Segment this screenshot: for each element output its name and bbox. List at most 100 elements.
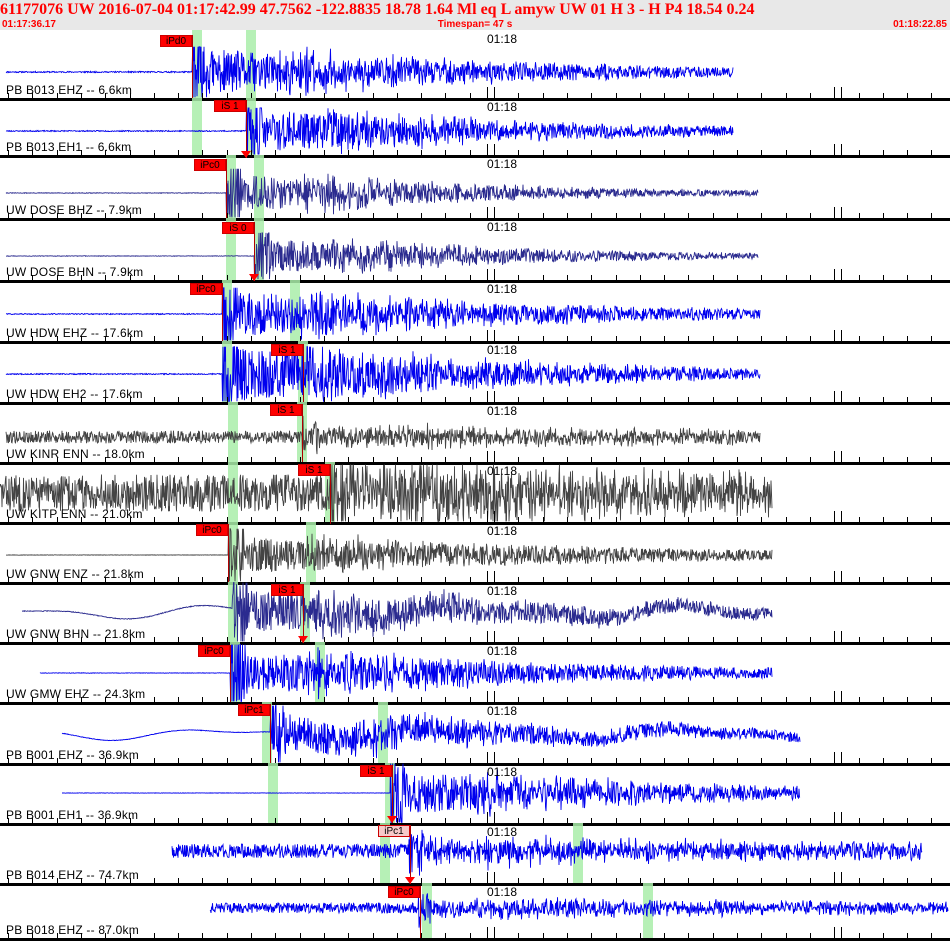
minute-gridline xyxy=(487,269,488,283)
minor-tick xyxy=(373,758,374,766)
minor-tick xyxy=(761,697,762,705)
trace-row[interactable] xyxy=(0,642,950,702)
minor-tick xyxy=(154,213,155,221)
minor-tick xyxy=(445,637,446,645)
phase-pick-label[interactable]: iPc1 xyxy=(238,704,270,716)
minor-tick xyxy=(105,517,106,525)
minor-tick xyxy=(348,336,349,344)
phase-pick-line xyxy=(246,100,247,158)
minor-tick xyxy=(688,517,689,525)
minor-tick xyxy=(57,336,58,344)
minor-tick xyxy=(713,878,714,886)
minor-tick xyxy=(907,577,908,585)
coincidence-band xyxy=(192,30,202,98)
phase-pick-label[interactable]: iPd0 xyxy=(160,35,192,47)
minor-tick xyxy=(761,150,762,158)
minor-tick xyxy=(786,878,787,886)
trace-row[interactable] xyxy=(0,218,950,280)
trace-row[interactable] xyxy=(0,280,950,341)
minor-tick xyxy=(810,457,811,465)
time-axis xyxy=(0,402,950,405)
minor-tick xyxy=(227,637,228,645)
phase-pick-label[interactable]: iS 1 xyxy=(298,464,330,476)
minor-tick xyxy=(445,517,446,525)
minor-tick xyxy=(130,275,131,283)
trace-row[interactable] xyxy=(0,883,950,938)
phase-pick-label[interactable]: iPc0 xyxy=(194,159,226,171)
trace-panel[interactable]: PB B013 EHZ -- 6.6km 01:18 PB B013 EH1 -- … xyxy=(0,30,950,941)
phase-pick-label[interactable]: iS 1 xyxy=(271,584,303,596)
minute-gridline xyxy=(841,812,842,826)
minor-tick xyxy=(154,150,155,158)
phase-pick-label[interactable]: iPc0 xyxy=(388,886,420,898)
phase-pick-label[interactable]: iPc0 xyxy=(190,283,222,295)
minor-tick xyxy=(373,517,374,525)
trace-row[interactable] xyxy=(0,155,950,218)
minor-tick xyxy=(664,150,665,158)
time-axis xyxy=(0,341,950,344)
minor-tick xyxy=(300,93,301,101)
minor-tick xyxy=(931,933,932,941)
phase-pick-label[interactable]: iS 1 xyxy=(270,404,302,416)
time-axis xyxy=(0,582,950,585)
minor-tick xyxy=(202,517,203,525)
minor-tick xyxy=(397,758,398,766)
phase-pick-label[interactable]: iPc0 xyxy=(198,645,230,657)
phase-pick-label[interactable]: iS 1 xyxy=(271,344,303,356)
minor-tick xyxy=(470,397,471,405)
waveform xyxy=(6,232,759,280)
event-summary-line: 61177076 UW 2016-07-04 01:17:42.99 47.75… xyxy=(0,1,755,18)
phase-pick-line xyxy=(392,765,393,823)
major-tick xyxy=(494,927,495,941)
minor-tick xyxy=(713,758,714,766)
phase-pick-label[interactable]: iS 1 xyxy=(360,765,392,777)
phase-pick-label[interactable]: iPc0 xyxy=(196,524,228,536)
minor-tick xyxy=(518,758,519,766)
phase-pick-label[interactable]: iS 0 xyxy=(222,222,254,234)
trace-row[interactable] xyxy=(0,823,950,883)
minor-tick xyxy=(786,397,787,405)
coincidence-band xyxy=(378,702,388,763)
minor-tick xyxy=(543,150,544,158)
trace-row[interactable] xyxy=(0,30,950,98)
minor-tick xyxy=(518,637,519,645)
minor-tick xyxy=(397,577,398,585)
minor-tick xyxy=(616,213,617,221)
minor-tick xyxy=(202,275,203,283)
minor-tick xyxy=(81,697,82,705)
minor-tick xyxy=(32,397,33,405)
minor-tick xyxy=(931,397,932,405)
minor-tick xyxy=(640,397,641,405)
minor-tick xyxy=(883,457,884,465)
time-axis-label: 01:18 xyxy=(487,157,518,171)
minor-tick xyxy=(324,637,325,645)
minor-tick xyxy=(591,878,592,886)
minor-tick xyxy=(786,93,787,101)
trace-row[interactable] xyxy=(0,582,950,642)
minor-tick xyxy=(397,457,398,465)
minute-gridline xyxy=(487,631,488,645)
minor-tick xyxy=(397,637,398,645)
trace-row[interactable] xyxy=(0,522,950,582)
minor-tick xyxy=(445,275,446,283)
minor-tick xyxy=(324,213,325,221)
minor-tick xyxy=(154,336,155,344)
minor-tick xyxy=(57,878,58,886)
trace-row[interactable] xyxy=(0,763,950,823)
phase-pick-label[interactable]: iS 1 xyxy=(214,100,246,112)
phase-pick-label[interactable]: iPc1 xyxy=(378,825,410,837)
trace-row[interactable] xyxy=(0,98,950,155)
minor-tick xyxy=(202,397,203,405)
minor-tick xyxy=(518,457,519,465)
minor-tick xyxy=(445,758,446,766)
minor-tick xyxy=(567,933,568,941)
minor-tick xyxy=(737,93,738,101)
minor-tick xyxy=(348,933,349,941)
minor-tick xyxy=(640,457,641,465)
coincidence-band xyxy=(228,582,238,642)
minor-tick xyxy=(518,517,519,525)
minor-tick xyxy=(275,933,276,941)
minor-tick xyxy=(907,637,908,645)
channel-label: UW DOSE BHN -- 7.9km xyxy=(6,265,144,279)
trace-row[interactable] xyxy=(0,702,950,763)
